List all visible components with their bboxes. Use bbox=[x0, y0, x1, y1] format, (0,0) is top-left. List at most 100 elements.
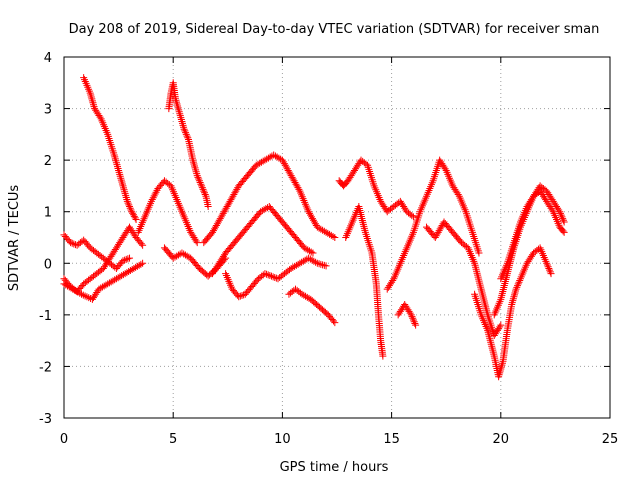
data-points bbox=[60, 74, 568, 381]
data-point-marker bbox=[127, 206, 135, 214]
data-point-marker bbox=[126, 203, 134, 211]
x-tick-label: 20 bbox=[493, 432, 510, 447]
data-point-marker bbox=[322, 262, 330, 270]
data-point-marker bbox=[182, 129, 190, 137]
data-point-marker bbox=[181, 127, 189, 135]
y-tick-label: -2 bbox=[39, 360, 52, 375]
data-point-marker bbox=[409, 316, 417, 324]
data-point-marker bbox=[309, 249, 317, 257]
data-point-marker bbox=[201, 191, 209, 199]
data-point-marker bbox=[411, 319, 419, 327]
data-point-marker bbox=[269, 273, 277, 281]
data-point-marker bbox=[131, 214, 139, 222]
data-point-marker bbox=[560, 228, 568, 236]
data-point-marker bbox=[204, 203, 212, 211]
data-point-marker bbox=[139, 241, 147, 249]
chart-title: Day 208 of 2019, Sidereal Day-to-day VTE… bbox=[69, 22, 600, 37]
data-point-marker bbox=[560, 218, 568, 226]
data-point-marker bbox=[130, 212, 138, 220]
data-point-marker bbox=[81, 292, 89, 300]
axis-ticks bbox=[63, 56, 611, 419]
data-point-marker bbox=[547, 270, 555, 278]
x-tick-label: 15 bbox=[383, 432, 400, 447]
data-point-marker bbox=[71, 241, 79, 249]
data-point-marker bbox=[412, 321, 420, 329]
data-point-marker bbox=[263, 270, 271, 278]
x-tick-label: 0 bbox=[60, 432, 68, 447]
data-point-marker bbox=[513, 283, 521, 291]
gridlines bbox=[64, 57, 610, 418]
data-point-marker bbox=[119, 257, 127, 265]
data-point-marker bbox=[79, 291, 87, 299]
data-point-marker bbox=[137, 260, 145, 268]
data-point-marker bbox=[198, 184, 206, 192]
data-point-marker bbox=[496, 323, 504, 331]
y-tick-label: 0 bbox=[44, 257, 52, 272]
data-point-marker bbox=[264, 271, 272, 279]
data-point-marker bbox=[67, 239, 75, 247]
data-point-marker bbox=[266, 272, 274, 280]
data-point-marker bbox=[132, 215, 140, 223]
data-point-marker bbox=[406, 309, 414, 317]
data-point-marker bbox=[76, 289, 84, 297]
data-point-marker bbox=[559, 227, 567, 235]
data-point-marker bbox=[409, 213, 417, 221]
data-point-marker bbox=[129, 211, 137, 219]
data-point-marker bbox=[197, 180, 205, 188]
data-point-marker bbox=[317, 260, 325, 268]
data-point-marker bbox=[267, 272, 275, 280]
data-point-marker bbox=[514, 282, 522, 290]
data-point-marker bbox=[545, 264, 553, 272]
data-point-marker bbox=[409, 314, 417, 322]
y-tick-label: -1 bbox=[39, 309, 52, 324]
data-point-marker bbox=[182, 130, 190, 138]
data-point-marker bbox=[558, 213, 566, 221]
data-point-marker bbox=[183, 132, 191, 140]
data-point-marker bbox=[96, 113, 104, 121]
data-point-marker bbox=[407, 311, 415, 319]
data-point-marker bbox=[261, 270, 269, 278]
data-point-marker bbox=[85, 242, 93, 250]
data-point-marker bbox=[199, 185, 207, 193]
data-point-marker bbox=[454, 191, 462, 199]
data-point-marker bbox=[200, 187, 208, 195]
data-point-marker bbox=[236, 292, 244, 300]
data-point-marker bbox=[180, 125, 188, 133]
data-point-marker bbox=[295, 185, 303, 193]
data-point-marker bbox=[139, 259, 147, 267]
y-tick-label: 1 bbox=[44, 206, 52, 221]
data-point-marker bbox=[319, 261, 327, 269]
data-point-marker bbox=[389, 276, 397, 284]
data-point-marker bbox=[195, 175, 203, 183]
data-point-marker bbox=[548, 206, 556, 214]
data-point-marker bbox=[330, 317, 338, 325]
data-point-marker bbox=[124, 199, 132, 207]
data-point-marker bbox=[126, 254, 134, 262]
data-point-marker bbox=[544, 263, 552, 271]
data-point-marker bbox=[556, 209, 564, 217]
data-point-marker bbox=[253, 276, 261, 284]
data-point-marker bbox=[379, 352, 387, 360]
data-point-marker bbox=[192, 237, 200, 245]
data-point-marker bbox=[546, 266, 554, 274]
data-point-marker bbox=[194, 173, 202, 181]
x-tick-labels: 0 5 10 15 20 25 bbox=[60, 432, 618, 447]
data-point-marker bbox=[121, 256, 129, 264]
data-point-marker bbox=[125, 201, 133, 209]
y-tick-label: -3 bbox=[39, 412, 52, 427]
data-point-marker bbox=[123, 197, 131, 205]
data-point-marker bbox=[77, 290, 85, 298]
data-point-marker bbox=[128, 208, 136, 216]
data-point-marker bbox=[512, 285, 520, 293]
data-point-marker bbox=[557, 211, 565, 219]
data-point-marker bbox=[408, 313, 416, 321]
data-point-marker bbox=[441, 165, 449, 173]
data-point-marker bbox=[313, 259, 321, 267]
data-point-marker bbox=[126, 204, 134, 212]
data-point-marker bbox=[122, 255, 130, 263]
data-point-marker bbox=[556, 208, 564, 216]
data-point-marker bbox=[137, 240, 145, 248]
y-axis-label: SDTVAR / TECUs bbox=[7, 185, 22, 292]
data-point-marker bbox=[331, 319, 339, 327]
